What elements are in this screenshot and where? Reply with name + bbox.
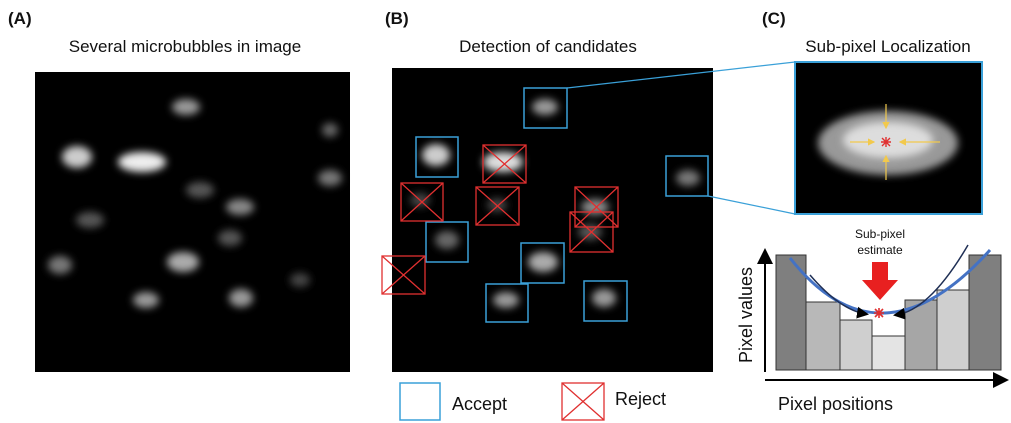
- panel-label: (B): [385, 9, 409, 28]
- x-axis-label: Pixel positions: [778, 394, 893, 414]
- legend: Accept Reject: [400, 383, 666, 420]
- microbubble-image: [35, 72, 350, 372]
- legend-label: Accept: [452, 394, 507, 414]
- panel-label: (C): [762, 9, 786, 28]
- profile-diagram: Sub-pixel estimate Pixel values Pixel po…: [736, 227, 1005, 414]
- panel-title: Sub-pixel Localization: [805, 37, 970, 56]
- legend-label: Reject: [615, 389, 666, 409]
- annotation: estimate: [857, 243, 903, 257]
- panel-title: Several microbubbles in image: [69, 37, 301, 56]
- detection-image: [382, 62, 795, 372]
- panel-label: (A): [8, 9, 32, 28]
- panel-title: Detection of candidates: [459, 37, 637, 56]
- annotation: Sub-pixel: [855, 227, 905, 241]
- zoom-inset: [795, 62, 982, 214]
- figure: (A) Several microbubbles in image (B) De…: [0, 0, 1011, 423]
- y-axis-label: Pixel values: [736, 267, 756, 363]
